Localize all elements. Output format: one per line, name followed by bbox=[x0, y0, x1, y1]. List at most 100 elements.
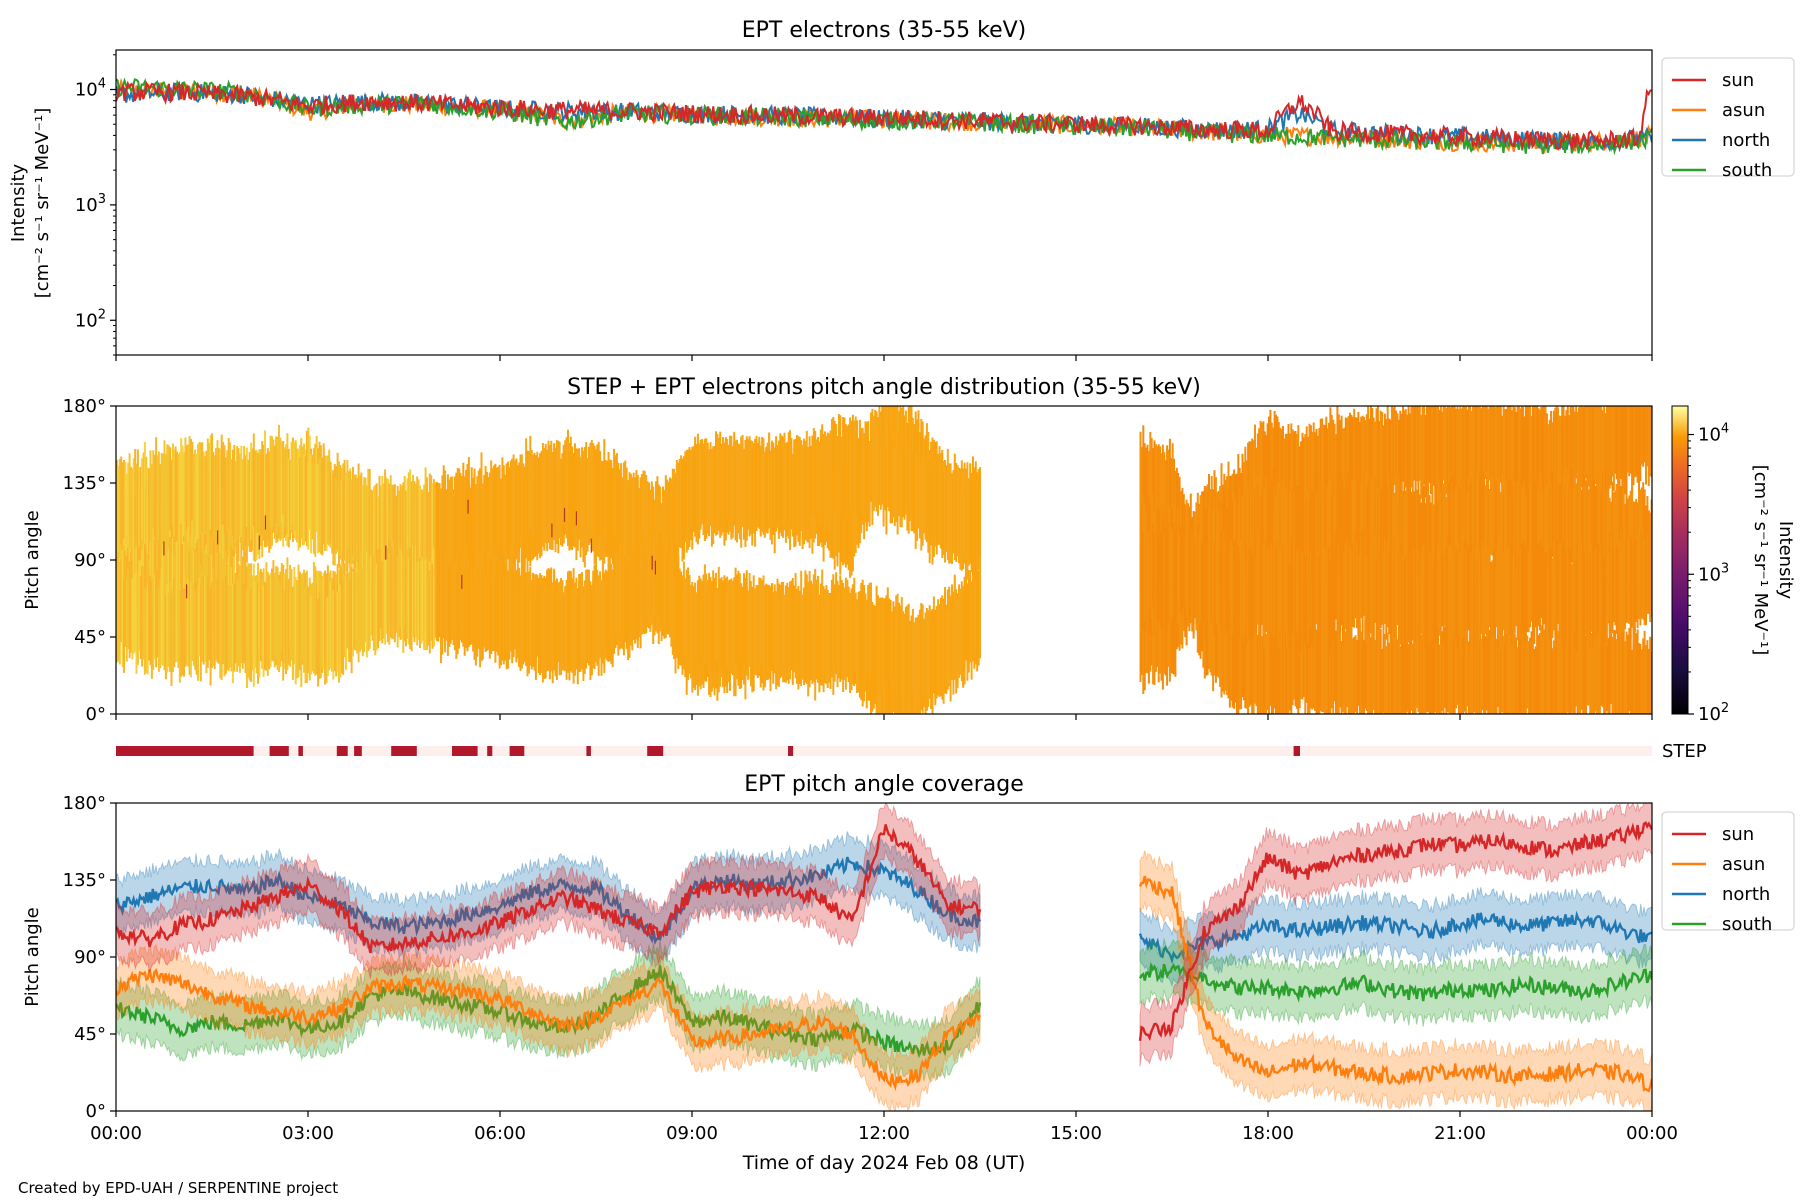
heatmap-cell bbox=[1457, 542, 1460, 635]
heatmap-cell bbox=[657, 529, 660, 617]
heatmap-cell bbox=[1375, 477, 1378, 583]
heatmap-cell bbox=[402, 554, 405, 653]
heatmap-cell bbox=[1585, 533, 1587, 636]
heatmap-cell bbox=[641, 482, 643, 580]
heatmap-cell bbox=[1617, 630, 1620, 714]
heatmap-cell bbox=[576, 597, 579, 685]
heatmap-cell bbox=[1524, 636, 1527, 714]
heatmap-cell bbox=[1501, 415, 1504, 499]
heatmap-cell bbox=[462, 462, 465, 552]
heatmap-cell bbox=[381, 561, 384, 644]
heatmap-cell bbox=[571, 588, 574, 673]
heatmap-cell bbox=[1336, 477, 1339, 563]
heatmap-cell bbox=[593, 565, 596, 658]
heatmap-cell bbox=[1611, 481, 1614, 578]
heatmap-cell bbox=[131, 468, 134, 561]
heatmap-cell bbox=[540, 450, 543, 551]
heatmap-cell bbox=[1545, 413, 1548, 496]
heatmap-cell bbox=[1511, 631, 1513, 714]
heatmap-cell bbox=[1590, 481, 1593, 566]
heatmap-cell bbox=[238, 453, 241, 536]
heatmap-cell bbox=[1396, 541, 1399, 625]
heatmap-cell bbox=[1386, 406, 1389, 499]
heatmap-cell bbox=[1140, 543, 1143, 624]
heatmap-cell bbox=[1516, 482, 1519, 570]
heatmap-cell bbox=[849, 592, 852, 677]
heatmap-cell bbox=[326, 597, 329, 677]
heatmap-cell bbox=[217, 578, 220, 664]
heatmap-cell bbox=[1283, 438, 1286, 524]
heatmap-cell bbox=[1423, 406, 1425, 485]
y-tick-label: 104 bbox=[75, 77, 106, 101]
heatmap-cell bbox=[1519, 478, 1522, 579]
heatmap-cell bbox=[195, 581, 198, 675]
heatmap-cell bbox=[793, 585, 796, 671]
heatmap-cell bbox=[1329, 477, 1332, 564]
heatmap-cell bbox=[1399, 410, 1402, 506]
heatmap-cell bbox=[951, 473, 953, 564]
heatmap-cell bbox=[1459, 554, 1462, 640]
heatmap-cell bbox=[1420, 414, 1423, 499]
heatmap-cell bbox=[514, 561, 516, 650]
heatmap-cell bbox=[1420, 634, 1423, 714]
heatmap-cell bbox=[1523, 416, 1526, 500]
heatmap-cell bbox=[696, 433, 699, 534]
heatmap-cell bbox=[1513, 407, 1516, 500]
heatmap-cell bbox=[1139, 594, 1142, 682]
heatmap-cell bbox=[1379, 410, 1382, 510]
heatmap-cell bbox=[229, 442, 232, 531]
heatmap-cell bbox=[1139, 431, 1142, 532]
heatmap-cell bbox=[648, 482, 650, 576]
heatmap-cell bbox=[1154, 532, 1157, 627]
heatmap-cell bbox=[860, 582, 863, 673]
heatmap-cell bbox=[1607, 489, 1610, 578]
heatmap-cell bbox=[844, 599, 847, 690]
heatmap-cell bbox=[173, 449, 176, 537]
heatmap-cell bbox=[1645, 532, 1647, 625]
heatmap-cell bbox=[272, 439, 275, 528]
heatmap-cell bbox=[1519, 408, 1522, 502]
heatmap-cell bbox=[1364, 420, 1367, 517]
heatmap-cell bbox=[847, 590, 850, 678]
heatmap-cell bbox=[1541, 490, 1544, 568]
heatmap-cell bbox=[708, 449, 711, 530]
heatmap-cell bbox=[1386, 485, 1389, 567]
heatmap-cell bbox=[1531, 624, 1534, 714]
heatmap-cell bbox=[691, 449, 694, 529]
heatmap-cell bbox=[297, 463, 300, 551]
heatmap-cell bbox=[1409, 481, 1411, 580]
heatmap-cell bbox=[1154, 594, 1157, 672]
heatmap-cell bbox=[1244, 493, 1247, 581]
heatmap-cell bbox=[965, 573, 967, 661]
heatmap-cell bbox=[942, 472, 945, 555]
heatmap-cell bbox=[928, 466, 931, 564]
heatmap-cell bbox=[1311, 432, 1314, 532]
heatmap-cell bbox=[1255, 533, 1258, 634]
heatmap-cell bbox=[1142, 596, 1145, 694]
heatmap-cell bbox=[257, 452, 259, 534]
heatmap-cell bbox=[1578, 632, 1580, 714]
heatmap-cell bbox=[740, 436, 743, 525]
heatmap-cell bbox=[1612, 406, 1615, 491]
heatmap-cell bbox=[498, 578, 501, 669]
heatmap-cell bbox=[682, 561, 685, 660]
heatmap-cell bbox=[1491, 638, 1494, 714]
heatmap-cell bbox=[752, 443, 755, 534]
heatmap-cell bbox=[1177, 540, 1180, 625]
heatmap-cell bbox=[1424, 624, 1427, 714]
heatmap-cell bbox=[1647, 406, 1650, 487]
heatmap-cell bbox=[1262, 486, 1265, 576]
heatmap-cell bbox=[1288, 492, 1291, 582]
heatmap-cell bbox=[620, 550, 623, 649]
heatmap-cell bbox=[776, 578, 779, 671]
heatmap-cell bbox=[1587, 536, 1590, 625]
heatmap-cell bbox=[342, 480, 345, 566]
heatmap-cell bbox=[578, 580, 581, 672]
heatmap-cell bbox=[1346, 539, 1349, 638]
heatmap-cell bbox=[547, 588, 550, 671]
heatmap-cell bbox=[558, 593, 561, 672]
heatmap-cell bbox=[655, 530, 657, 621]
heatmap-cell bbox=[1167, 449, 1170, 530]
heatmap-cell bbox=[354, 577, 357, 651]
heatmap-cell bbox=[1346, 629, 1349, 707]
